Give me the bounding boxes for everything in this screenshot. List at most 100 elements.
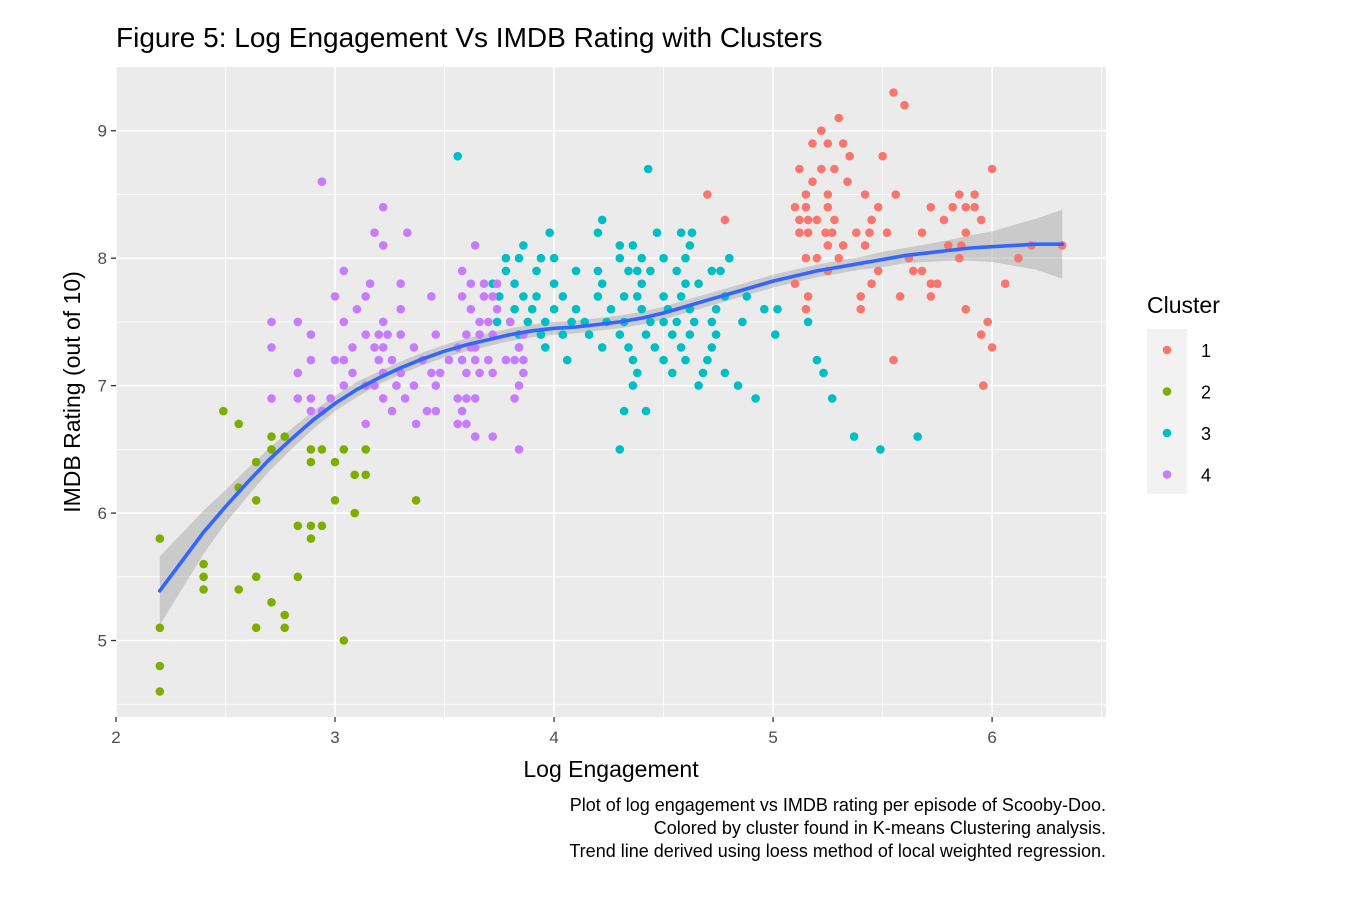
- data-point: [501, 266, 511, 276]
- data-point: [519, 241, 528, 250]
- data-point: [873, 266, 883, 276]
- data-point: [462, 368, 471, 378]
- data-point: [606, 304, 616, 314]
- data-point: [819, 368, 828, 378]
- data-point: [933, 279, 942, 289]
- data-point: [803, 317, 813, 327]
- data-point: [873, 202, 883, 212]
- data-point: [562, 355, 572, 365]
- data-point: [527, 304, 537, 314]
- data-point: [681, 355, 690, 365]
- data-point: [773, 304, 782, 314]
- data-point: [628, 241, 638, 250]
- data-point: [976, 215, 986, 225]
- data-point: [378, 317, 388, 327]
- series-cluster-1: [703, 88, 1067, 390]
- data-point: [641, 330, 651, 339]
- data-point: [536, 330, 546, 339]
- data-point: [676, 228, 686, 237]
- data-point: [501, 253, 511, 263]
- data-point: [707, 317, 717, 327]
- data-point: [628, 355, 638, 365]
- data-point: [817, 126, 826, 135]
- data-point: [403, 228, 412, 237]
- data-point: [365, 279, 375, 289]
- data-point: [339, 445, 349, 454]
- data-point: [845, 151, 854, 161]
- data-point: [913, 432, 922, 441]
- data-point: [501, 355, 511, 365]
- data-point: [843, 177, 852, 186]
- data-point: [633, 368, 642, 378]
- data-point: [882, 228, 892, 237]
- data-point: [251, 623, 261, 633]
- legend-label-4: 4: [1201, 466, 1211, 486]
- y-tick-label: 9: [98, 122, 107, 141]
- data-point: [280, 623, 290, 633]
- data-point: [926, 202, 936, 212]
- data-point: [970, 202, 979, 212]
- data-point: [396, 279, 406, 289]
- data-point: [267, 343, 276, 352]
- data-point: [479, 279, 489, 289]
- data-point: [523, 317, 533, 327]
- data-point: [267, 598, 276, 607]
- data-point: [681, 253, 690, 263]
- data-point: [624, 343, 633, 352]
- data-point: [374, 355, 384, 365]
- data-point: [571, 304, 581, 314]
- data-point: [681, 279, 690, 289]
- data-point: [510, 355, 519, 365]
- data-point: [867, 279, 876, 289]
- data-point: [652, 228, 662, 237]
- data-point: [251, 496, 261, 505]
- data-point: [812, 355, 822, 365]
- data-point: [383, 330, 392, 339]
- data-point: [470, 432, 480, 441]
- data-point: [823, 241, 833, 250]
- data-point: [352, 304, 362, 314]
- data-point: [492, 317, 502, 327]
- data-point: [711, 304, 721, 314]
- data-point: [532, 266, 541, 276]
- data-point: [330, 496, 340, 505]
- data-point: [317, 177, 327, 186]
- data-point: [306, 521, 316, 531]
- data-point: [867, 215, 876, 225]
- data-point: [155, 687, 165, 696]
- data-point: [470, 241, 480, 250]
- data-point: [676, 343, 686, 352]
- data-point: [615, 253, 625, 263]
- data-point: [267, 432, 276, 441]
- data-point: [834, 113, 844, 123]
- data-point: [795, 228, 804, 237]
- series-cluster-2: [155, 406, 421, 696]
- data-point: [979, 381, 988, 390]
- data-point: [348, 343, 357, 352]
- data-point: [852, 228, 861, 237]
- data-point: [431, 406, 441, 416]
- data-point: [350, 508, 360, 518]
- data-point: [475, 317, 484, 327]
- chart-title: Figure 5: Log Engagement Vs IMDB Rating …: [116, 22, 823, 53]
- data-point: [597, 279, 607, 289]
- data-point: [849, 432, 859, 441]
- data-point: [431, 381, 441, 390]
- data-point: [827, 394, 837, 403]
- plot-panel: [116, 67, 1106, 717]
- data-point: [976, 330, 986, 339]
- data-point: [280, 432, 290, 441]
- data-point: [856, 292, 865, 301]
- data-point: [374, 330, 384, 339]
- data-point: [821, 228, 830, 237]
- data-point: [219, 406, 228, 416]
- data-point: [917, 266, 927, 276]
- y-tick-label: 5: [98, 632, 107, 651]
- data-point: [987, 164, 997, 174]
- data-point: [293, 317, 303, 327]
- data-point: [801, 304, 811, 314]
- data-point: [199, 572, 208, 582]
- data-point: [306, 394, 316, 403]
- data-point: [703, 190, 712, 199]
- data-point: [646, 317, 655, 327]
